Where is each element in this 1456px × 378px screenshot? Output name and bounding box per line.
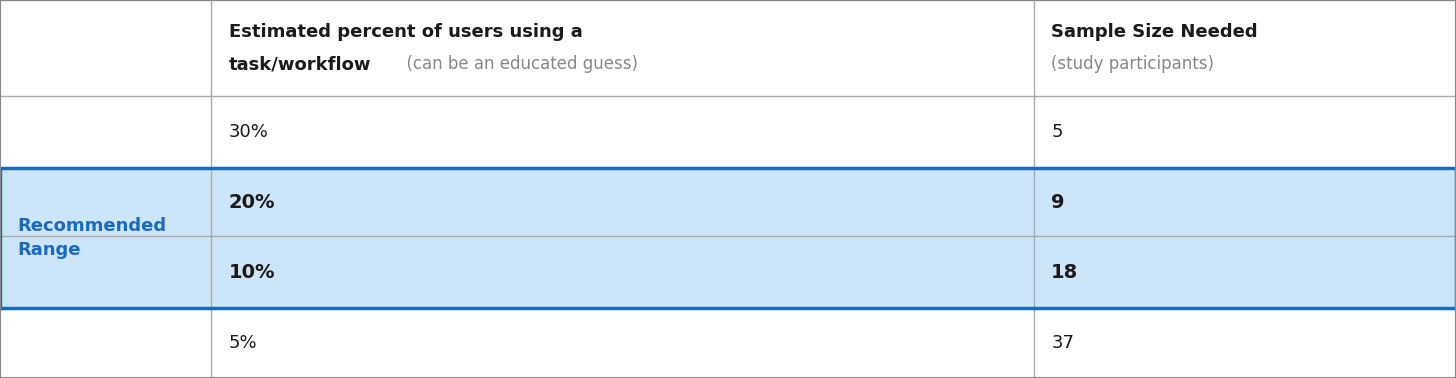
- Text: 20%: 20%: [229, 193, 275, 212]
- Text: 30%: 30%: [229, 123, 268, 141]
- Text: task/workflow: task/workflow: [229, 55, 371, 73]
- Text: Estimated percent of users using a: Estimated percent of users using a: [229, 23, 582, 41]
- Text: 5: 5: [1051, 123, 1063, 141]
- Text: Recommended
Range: Recommended Range: [17, 217, 166, 259]
- Text: (can be an educated guess): (can be an educated guess): [396, 55, 638, 73]
- Text: 5%: 5%: [229, 334, 258, 352]
- Bar: [0, 308, 1456, 378]
- Text: (study participants): (study participants): [1051, 55, 1214, 73]
- Text: 10%: 10%: [229, 263, 275, 282]
- Bar: [0, 236, 1456, 308]
- Bar: [0, 168, 1456, 236]
- Text: Sample Size Needed: Sample Size Needed: [1051, 23, 1258, 41]
- Text: 37: 37: [1051, 334, 1075, 352]
- Bar: [0, 0, 1456, 96]
- Text: 9: 9: [1051, 193, 1064, 212]
- Bar: [0, 96, 1456, 168]
- Text: 18: 18: [1051, 263, 1079, 282]
